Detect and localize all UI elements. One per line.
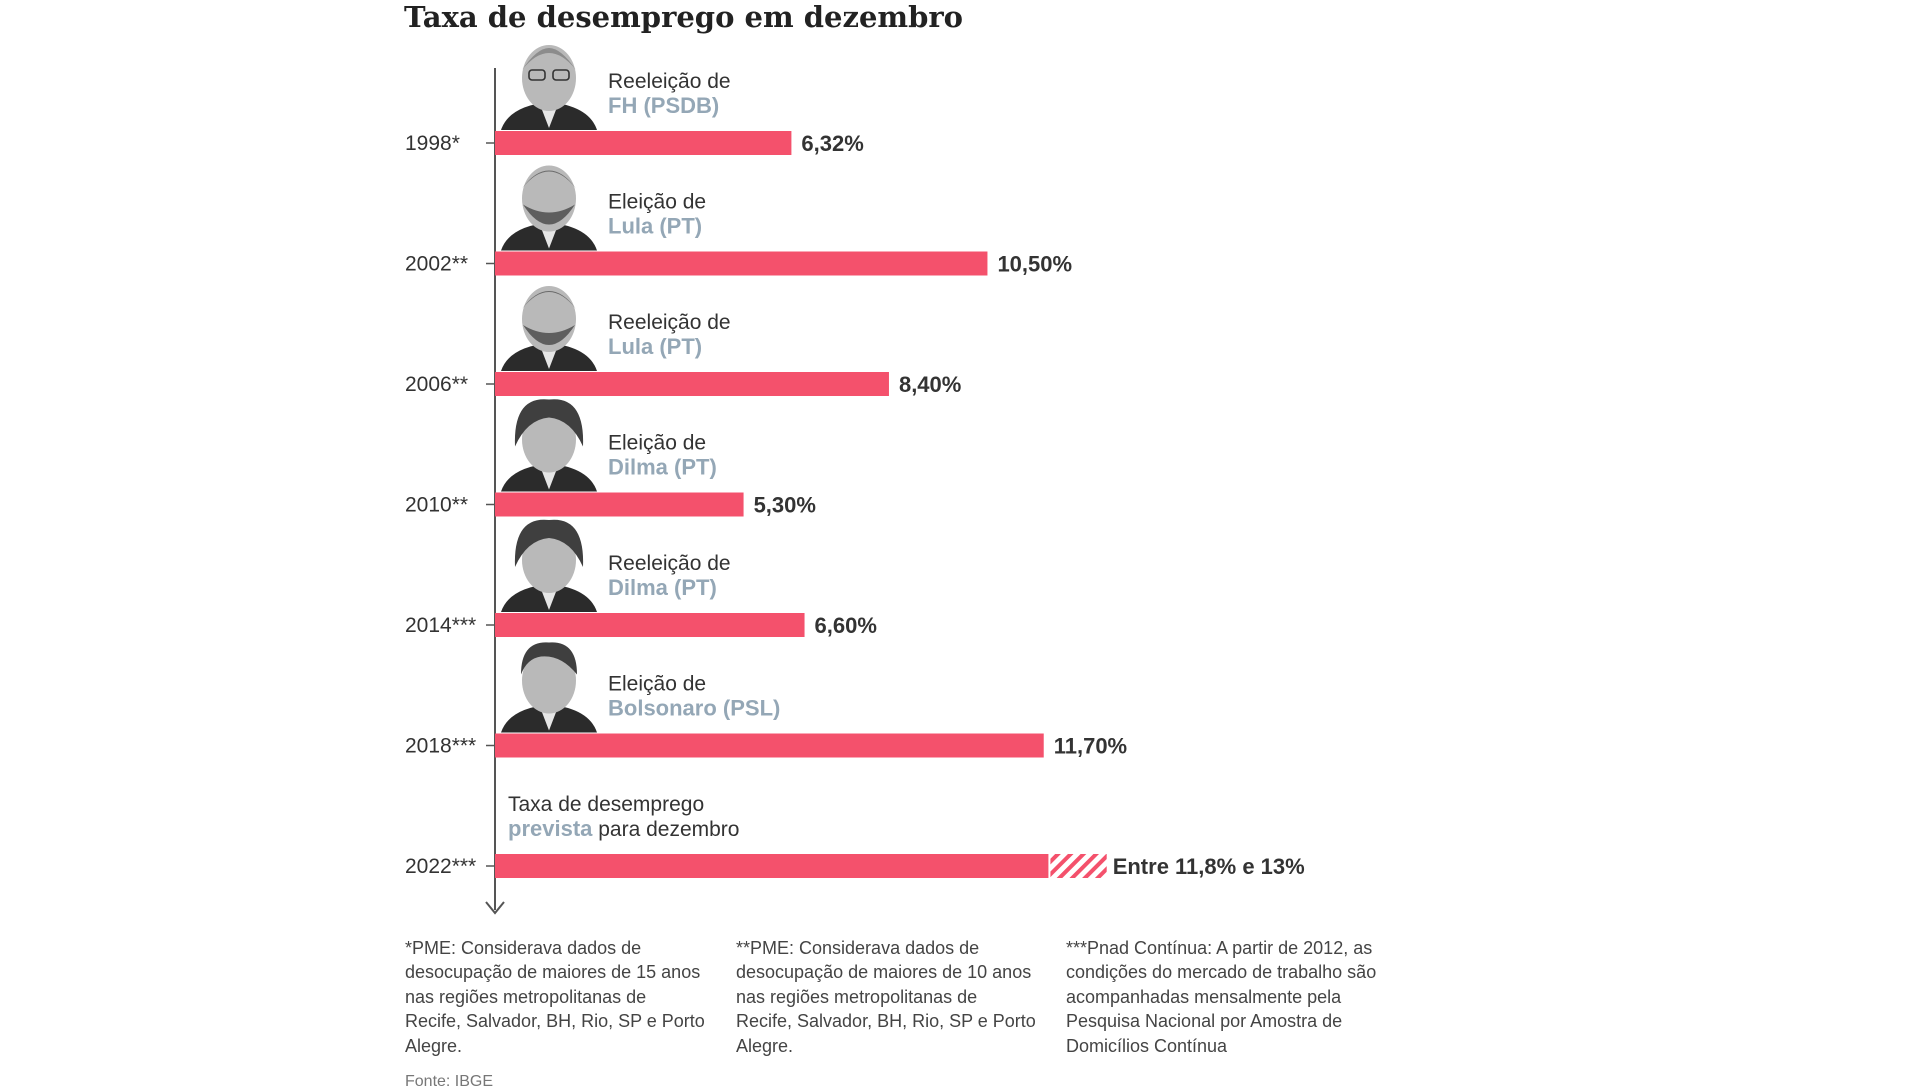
annotation-line1: Reeleição de [608,70,731,93]
bolsonaro-portrait [501,642,597,733]
fh-portrait-glasses-right [552,69,570,81]
bar [495,733,1044,758]
y-tick-label: 2014*** [405,614,476,637]
footnote-pme-15: *PME: Considerava dados de desocupação d… [405,938,705,1056]
dilma-portrait [501,399,597,492]
fh-portrait-hair [522,48,576,70]
y-tick-label: 2018*** [405,735,476,758]
lula-portrait-beard [523,204,575,225]
annotation-highlight: Dilma (PT) [608,455,717,480]
bar [495,492,744,517]
dilma-portrait-hair [514,519,584,567]
bar [495,613,805,637]
annotation-highlight: Lula (PT) [608,334,702,359]
annotation-line1: Reeleição de [608,311,731,334]
annotation-highlight: FH (PSDB) [608,93,719,118]
bar [495,251,988,276]
fh-portrait-glasses-left [528,69,546,81]
y-tick-label: 2006** [405,373,468,396]
y-tick-label: 2002** [405,253,468,276]
y-tick-label: 1998* [405,132,460,155]
lula-portrait-hair [522,170,576,189]
bolsonaro-portrait-face [522,647,576,714]
lula-portrait-beard [523,325,575,345]
lula-portrait [501,286,597,371]
dilma-portrait-face [522,406,576,473]
annotation-highlight: Lula (PT) [608,214,702,239]
annotation-line2: Dilma (PT) [608,455,717,480]
dilma-portrait [501,519,597,612]
footnote-pnad: ***Pnad Contínua: A partir de 2012, as c… [1066,938,1377,1056]
lula-portrait [501,165,597,251]
forecast-range-bar [1050,854,1107,878]
data-label: 11,70% [1054,734,1127,759]
dilma-portrait-hair [514,399,584,447]
data-label: 6,32% [801,131,863,156]
annotation-line1: Reeleição de [608,552,731,575]
annotation-line2: Lula (PT) [608,214,702,239]
data-label: 8,40% [899,372,961,397]
y-tick-label: 2010** [405,494,468,517]
data-label: 6,60% [815,613,877,638]
annotation-line1: Eleição de [608,191,706,214]
data-label: 5,30% [754,493,816,518]
footnote-pme-10: **PME: Considerava dados de desocupação … [736,938,1036,1056]
annotation-line1: Taxa de desemprego [508,793,704,816]
source-label: Fonte: IBGE [405,1073,494,1090]
annotation-line1: Eleição de [608,673,706,696]
data-label: Entre 11,8% e 13% [1113,854,1305,879]
annotation-highlight: Dilma (PT) [608,575,717,600]
axis-arrow-icon [485,901,505,915]
bar [495,131,792,155]
bolsonaro-portrait-hair [521,642,577,675]
annotation-line2: Bolsonaro (PSL) [608,696,780,721]
annotation-line2: Lula (PT) [608,334,702,359]
chart-title: Taxa de desemprego em dezembro [404,0,963,34]
annotation-line2: Dilma (PT) [608,575,717,600]
bar [495,854,1049,878]
data-label: 10,50% [997,252,1072,277]
annotation-line2: prevista para dezembro [508,816,739,841]
dilma-portrait-face [522,527,576,593]
annotation-highlight: Bolsonaro (PSL) [608,696,780,721]
annotation-rest: para dezembro [592,818,739,841]
annotation-line2: FH (PSDB) [608,93,719,118]
bar [495,372,889,396]
y-tick-label: 2022*** [405,855,476,878]
annotation-line1: Eleição de [608,432,706,455]
lula-portrait-hair [522,291,576,309]
fh-portrait [501,45,597,130]
annotation-highlight: prevista [508,816,593,841]
fh-portrait-face [522,45,576,111]
